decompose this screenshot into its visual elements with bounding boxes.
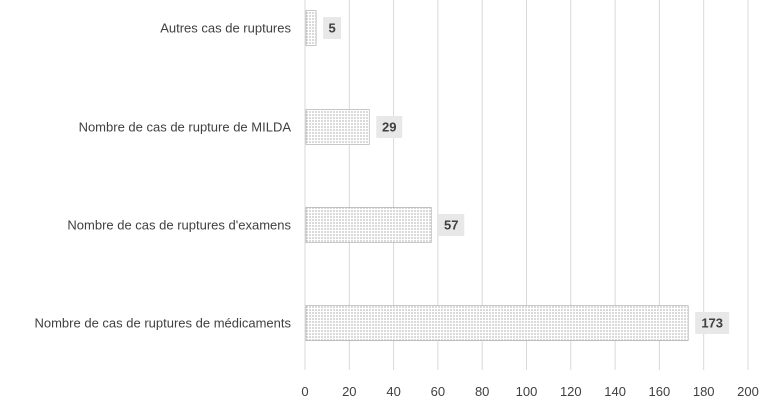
x-tick-labels: 0 20 40 60 80 100 120 140 160 180 200 (301, 384, 758, 399)
bar (305, 109, 370, 145)
x-tick-label: 160 (649, 384, 671, 399)
x-tick-label: 180 (693, 384, 715, 399)
data-label-box (695, 312, 730, 334)
data-label-box (438, 214, 465, 236)
category-labels: Autres cas de ruptures Nombre de cas de r… (34, 21, 291, 331)
x-tick-label: 200 (737, 384, 759, 399)
category-label: Autres cas de ruptures (160, 21, 291, 36)
x-tick-label: 120 (560, 384, 582, 399)
category-label: Nombre de cas de ruptures d'examens (67, 218, 291, 233)
data-label: 29 (382, 120, 396, 135)
x-tick-label: 40 (386, 384, 400, 399)
x-tick-label: 20 (342, 384, 356, 399)
category-label: Nombre de cas de rupture de MILDA (79, 120, 292, 135)
x-tick-label: 60 (431, 384, 445, 399)
data-label: 57 (444, 218, 458, 233)
data-label-box (323, 17, 342, 39)
x-tick-label: 100 (516, 384, 538, 399)
x-tick-label: 140 (604, 384, 626, 399)
data-label: 5 (328, 21, 335, 36)
data-labels: 5 29 57 173 (323, 17, 730, 334)
bar (305, 10, 317, 46)
bar (305, 305, 689, 341)
bars (305, 10, 689, 341)
data-label-box (376, 116, 403, 138)
x-tick-label: 80 (475, 384, 489, 399)
x-tick-label: 0 (301, 384, 308, 399)
data-label: 173 (701, 316, 723, 331)
bar (305, 207, 432, 243)
category-label: Nombre de cas de ruptures de médicaments (34, 316, 291, 331)
gridlines (348, 0, 749, 370)
